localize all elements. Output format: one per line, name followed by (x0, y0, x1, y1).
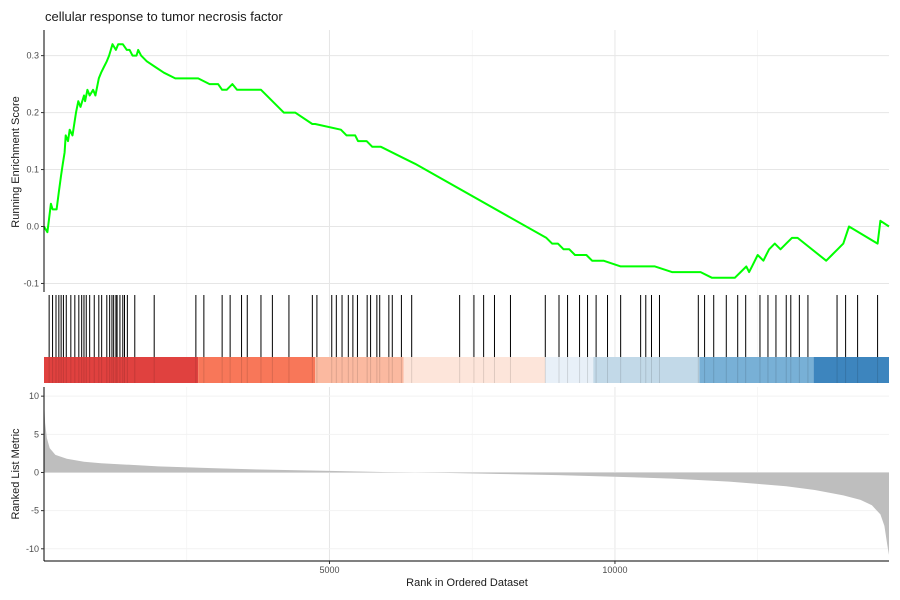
y-tick-label: 0.3 (26, 51, 39, 61)
gene-hits-lines (48, 295, 879, 357)
x-tick-label: 5000 (319, 565, 339, 575)
ranked-metric-y-title: Ranked List Metric (10, 428, 22, 520)
y-tick-label: 0 (34, 467, 39, 477)
chart-title: cellular response to tumor necrosis fact… (45, 9, 283, 24)
running-score-y-ticks: 0.3 0.2 0.1 0.0 -0.1 (23, 51, 44, 288)
ranked-metric-area (44, 400, 889, 555)
y-tick-label: -5 (31, 506, 39, 516)
x-tick-label: 10000 (602, 565, 627, 575)
y-tick-label: -10 (26, 544, 39, 554)
heatmap-segment (699, 357, 814, 383)
running-score-panel: 0.3 0.2 0.1 0.0 -0.1 Running Enrichment Scor… (10, 30, 890, 292)
y-tick-label: 5 (34, 429, 39, 439)
x-axis-ticks: 5000 10000 (319, 561, 627, 575)
y-tick-label: 10 (29, 391, 39, 401)
running-score-grid (44, 30, 889, 292)
ranked-metric-grid (44, 387, 889, 561)
heatmap-segment (545, 357, 594, 383)
running-score-y-title: Running Enrichment Score (10, 96, 22, 227)
y-tick-label: 0.1 (26, 165, 39, 175)
heatmap-segment (198, 357, 316, 383)
y-tick-label: 0.2 (26, 108, 39, 118)
rank-heatmap-strip (44, 357, 889, 383)
ranked-metric-y-ticks: 10 5 0 -5 -10 (26, 391, 44, 554)
y-tick-label: 0.0 (26, 222, 39, 232)
heatmap-segment (403, 357, 546, 383)
ranked-metric-area-group (44, 400, 889, 555)
running-score-line-group (43, 43, 890, 279)
running-score-line (43, 43, 890, 279)
heatmap-segment (813, 357, 889, 383)
heatmap-segment (593, 357, 700, 383)
gene-hits-grid (186, 292, 759, 357)
gene-hits-panel (44, 292, 889, 383)
heatmap-segment (44, 357, 199, 383)
x-axis-title: Rank in Ordered Dataset (406, 577, 528, 589)
y-tick-label: -0.1 (23, 278, 39, 288)
heatmap-segment (315, 357, 404, 383)
ranked-metric-panel: 10 5 0 -5 -10 5000 10000 Ranked List Metric R… (10, 387, 889, 589)
